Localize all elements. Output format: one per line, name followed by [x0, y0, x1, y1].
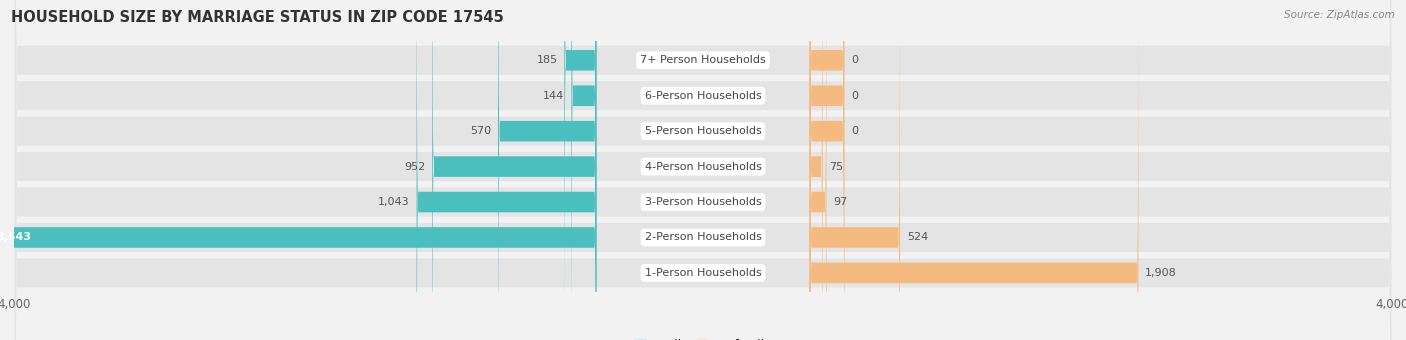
Text: 0: 0 [851, 55, 858, 65]
Text: 185: 185 [536, 55, 557, 65]
FancyBboxPatch shape [810, 0, 844, 340]
Text: 0: 0 [851, 126, 858, 136]
FancyBboxPatch shape [810, 0, 827, 340]
Text: 3,543: 3,543 [0, 233, 31, 242]
FancyBboxPatch shape [416, 0, 596, 340]
Text: 1,043: 1,043 [378, 197, 409, 207]
Text: 0: 0 [851, 91, 858, 101]
Text: 952: 952 [404, 162, 426, 172]
Text: 6-Person Households: 6-Person Households [644, 91, 762, 101]
FancyBboxPatch shape [498, 0, 596, 340]
FancyBboxPatch shape [15, 0, 1391, 340]
FancyBboxPatch shape [564, 0, 596, 340]
FancyBboxPatch shape [810, 0, 900, 340]
FancyBboxPatch shape [15, 0, 1391, 340]
Text: 75: 75 [830, 162, 844, 172]
FancyBboxPatch shape [15, 0, 1391, 340]
FancyBboxPatch shape [810, 0, 823, 340]
FancyBboxPatch shape [15, 0, 1391, 340]
Legend: Family, Nonfamily: Family, Nonfamily [630, 335, 776, 340]
Text: 570: 570 [470, 126, 491, 136]
Text: 7+ Person Households: 7+ Person Households [640, 55, 766, 65]
Text: 4-Person Households: 4-Person Households [644, 162, 762, 172]
FancyBboxPatch shape [15, 0, 1391, 340]
FancyBboxPatch shape [810, 0, 844, 340]
FancyBboxPatch shape [432, 0, 596, 340]
FancyBboxPatch shape [571, 0, 596, 340]
Text: 1-Person Households: 1-Person Households [644, 268, 762, 278]
FancyBboxPatch shape [810, 0, 844, 340]
FancyBboxPatch shape [810, 0, 1139, 340]
Text: HOUSEHOLD SIZE BY MARRIAGE STATUS IN ZIP CODE 17545: HOUSEHOLD SIZE BY MARRIAGE STATUS IN ZIP… [11, 10, 503, 25]
Text: 5-Person Households: 5-Person Households [644, 126, 762, 136]
FancyBboxPatch shape [15, 0, 1391, 340]
Text: 2-Person Households: 2-Person Households [644, 233, 762, 242]
Text: 524: 524 [907, 233, 928, 242]
Text: 1,908: 1,908 [1146, 268, 1177, 278]
Text: Source: ZipAtlas.com: Source: ZipAtlas.com [1284, 10, 1395, 20]
Text: 97: 97 [834, 197, 848, 207]
FancyBboxPatch shape [15, 0, 1391, 340]
Text: 144: 144 [543, 91, 565, 101]
FancyBboxPatch shape [0, 0, 596, 340]
Text: 3-Person Households: 3-Person Households [644, 197, 762, 207]
